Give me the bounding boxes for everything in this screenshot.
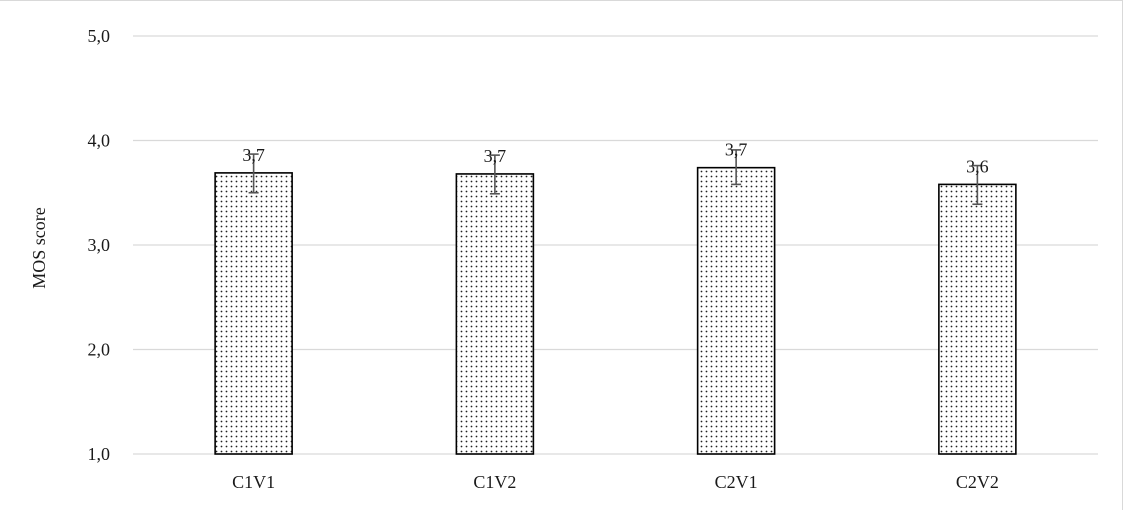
y-tick-label: 5,0	[88, 26, 111, 46]
x-axis-categories: C1V1 C1V2 C2V1 C2V2	[232, 472, 999, 492]
error-bars	[248, 149, 983, 206]
error-bar-c1v2	[489, 154, 500, 195]
bar-c1v2	[455, 173, 535, 455]
bars	[214, 166, 1017, 455]
x-category-label: C1V2	[473, 472, 516, 492]
data-label-c2v1: 3,7	[725, 140, 748, 160]
x-category-label: C2V2	[956, 472, 999, 492]
bar-c2v2	[938, 183, 1017, 455]
gridlines	[133, 35, 1098, 455]
error-bar-c2v2	[972, 164, 983, 206]
error-bar-c2v1	[731, 149, 742, 186]
y-tick-label: 3,0	[88, 235, 111, 255]
y-axis-title: MOS score	[29, 207, 49, 289]
y-tick-label: 4,0	[88, 131, 111, 151]
bar-c1v1	[214, 172, 293, 455]
y-tick-label: 1,0	[88, 444, 111, 464]
data-label-c1v2: 3,7	[484, 146, 507, 166]
y-axis-ticks: 1,0 2,0 3,0 4,0 5,0	[88, 26, 111, 464]
data-labels: 3,7 3,7 3,7 3,6	[242, 140, 988, 177]
data-label-c2v2: 3,6	[966, 156, 989, 176]
data-label-c1v1: 3,7	[242, 145, 265, 165]
y-tick-label: 2,0	[88, 340, 111, 360]
x-category-label: C1V1	[232, 472, 275, 492]
error-bar-c1v1	[248, 153, 259, 194]
x-category-label: C2V1	[715, 472, 758, 492]
bar-c2v1	[696, 166, 776, 455]
